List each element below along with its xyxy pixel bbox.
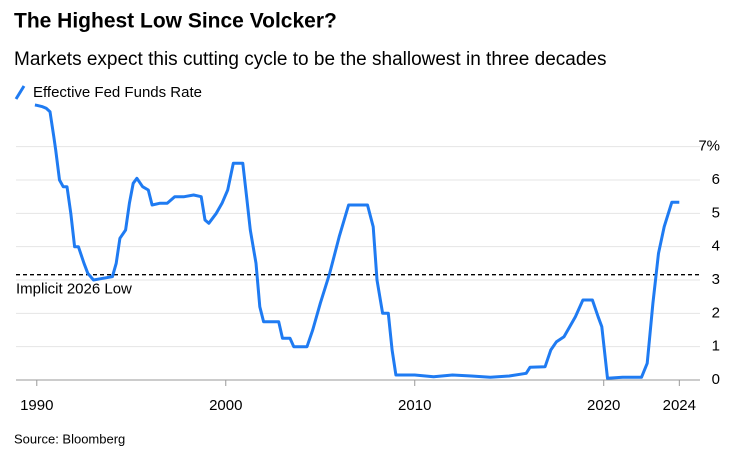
y-tick-label: 7% xyxy=(698,138,720,155)
source: Source: Bloomberg xyxy=(14,431,125,446)
y-tick-label: 3 xyxy=(712,271,720,288)
chart-title: The Highest Low Since Volcker? xyxy=(14,10,337,33)
y-tick-label: 2 xyxy=(712,304,720,321)
y-tick-label: 1 xyxy=(712,338,720,355)
x-tick-label: 2024 xyxy=(663,397,696,414)
legend-swatch xyxy=(14,85,26,100)
x-tick-label: 2000 xyxy=(209,397,242,414)
y-tick-label: 4 xyxy=(712,238,720,255)
reference-label: Implicit 2026 Low xyxy=(16,281,132,298)
x-tick-label: 2010 xyxy=(398,397,431,414)
y-tick-label: 0 xyxy=(712,371,720,388)
x-tick-label: 1990 xyxy=(20,397,53,414)
legend-label: Effective Fed Funds Rate xyxy=(33,84,202,101)
x-tick-label: 2020 xyxy=(587,397,620,414)
series-line xyxy=(34,103,680,380)
chart-subtitle: Markets expect this cutting cycle to be … xyxy=(14,49,606,70)
y-tick-label: 5 xyxy=(712,204,720,221)
y-tick-label: 6 xyxy=(712,171,720,188)
